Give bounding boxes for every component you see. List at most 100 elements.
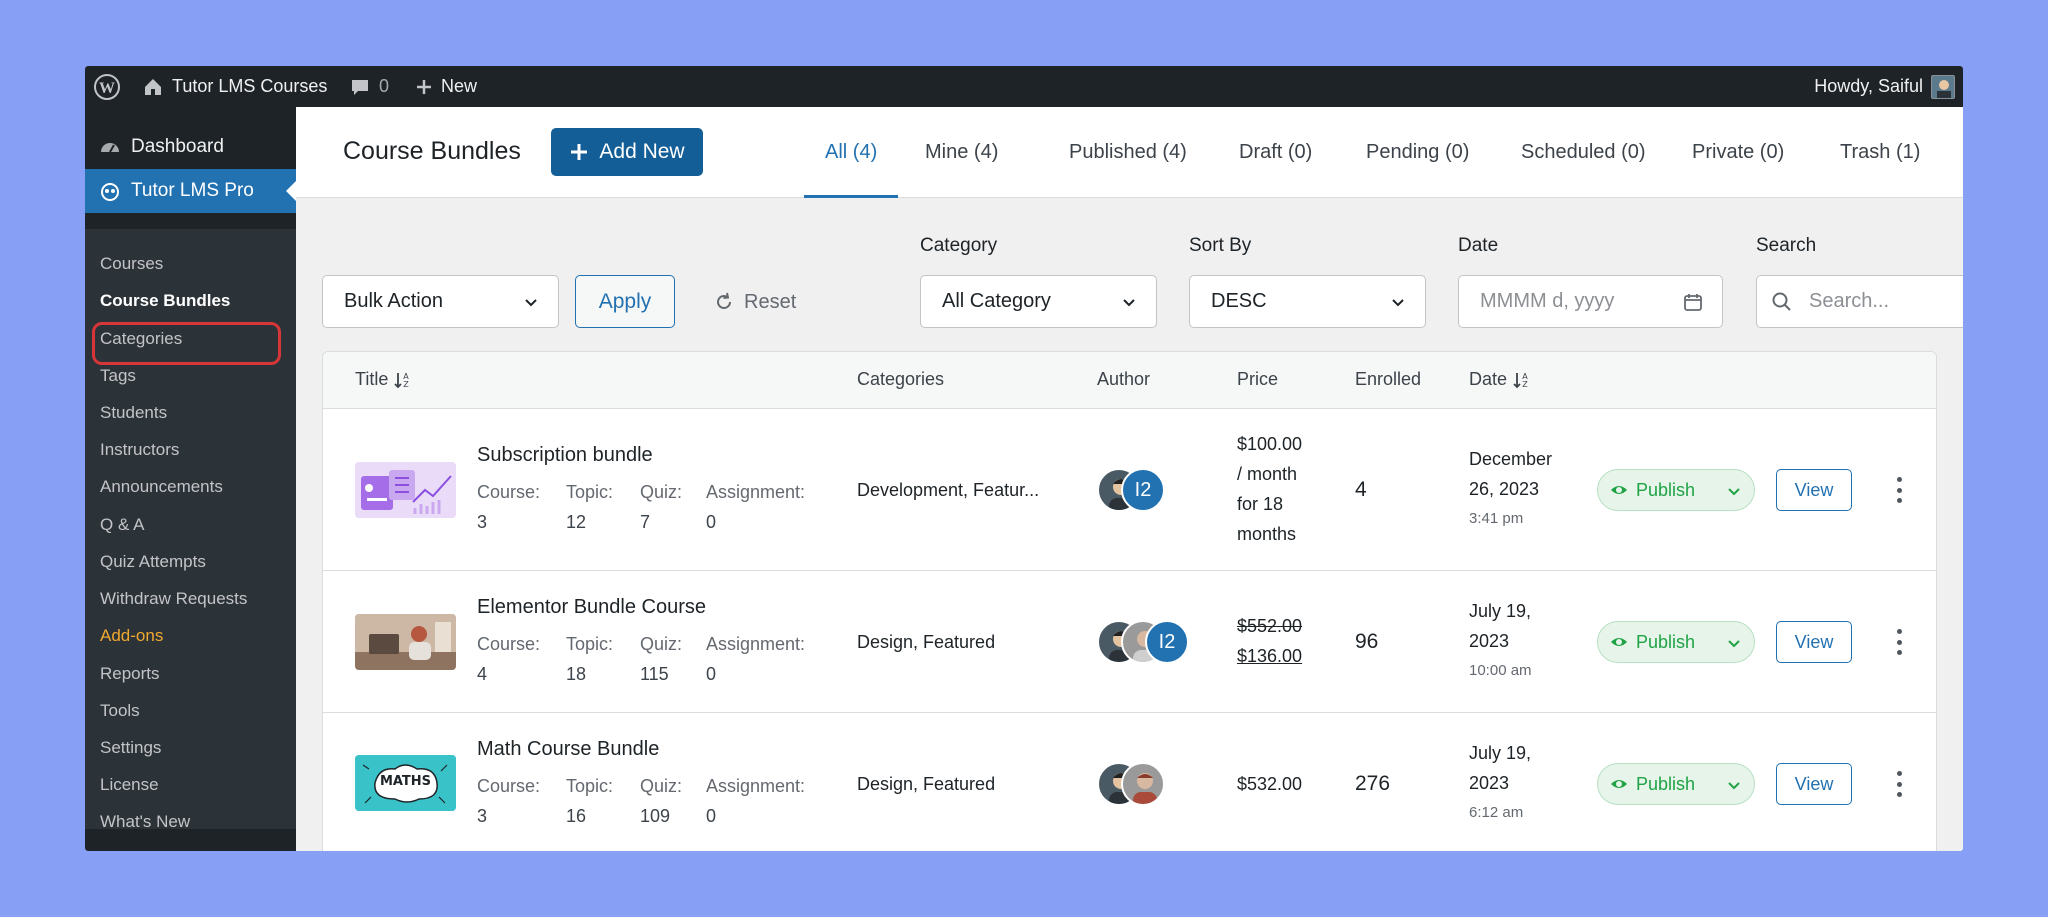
bundle-thumbnail[interactable] bbox=[355, 614, 456, 670]
category-select[interactable]: All Category bbox=[920, 275, 1157, 328]
search-input[interactable]: Search... bbox=[1756, 275, 1963, 328]
new-content-link[interactable]: New bbox=[415, 66, 477, 107]
apply-button[interactable]: Apply bbox=[575, 275, 675, 328]
more-options-icon[interactable] bbox=[1893, 629, 1905, 655]
status-label: Publish bbox=[1636, 479, 1696, 500]
topic-count: 18 bbox=[566, 664, 587, 684]
submenu-quiz-attempts[interactable]: Quiz Attempts bbox=[100, 552, 206, 571]
assignment-label: Assignment: bbox=[706, 776, 806, 796]
add-new-button[interactable]: Add New bbox=[551, 128, 703, 176]
assignment-label: Assignment: bbox=[706, 634, 806, 654]
date-line: 2023 bbox=[1469, 773, 1510, 793]
sort-icon: AZ bbox=[1513, 372, 1528, 389]
tab-draft-label: Draft (0) bbox=[1239, 141, 1313, 163]
submenu-tools[interactable]: Tools bbox=[100, 701, 140, 720]
calendar-icon[interactable] bbox=[1682, 291, 1704, 313]
submenu-courses[interactable]: Courses bbox=[100, 254, 164, 273]
view-button[interactable]: View bbox=[1776, 763, 1852, 805]
chevron-down-icon bbox=[1728, 488, 1740, 496]
submenu-students[interactable]: Students bbox=[100, 403, 168, 422]
status-dropdown[interactable]: Publish bbox=[1597, 763, 1755, 805]
tab-mine-label: Mine (4) bbox=[925, 141, 999, 163]
user-avatar bbox=[1931, 74, 1955, 99]
bundle-thumbnail[interactable] bbox=[355, 462, 456, 518]
search-placeholder: Search... bbox=[1809, 290, 1890, 312]
comments-link[interactable]: 0 bbox=[349, 66, 389, 107]
submenu-qa[interactable]: Q & A bbox=[100, 515, 145, 534]
reset-button[interactable]: Reset bbox=[714, 282, 796, 322]
category-value: All Category bbox=[942, 290, 1051, 312]
chevron-down-icon bbox=[1392, 299, 1404, 307]
status-dropdown[interactable]: Publish bbox=[1597, 621, 1755, 663]
tab-all[interactable]: All (4) bbox=[804, 107, 899, 198]
bulk-action-value: Bulk Action bbox=[344, 290, 443, 312]
submenu-course-bundles[interactable]: Course Bundles bbox=[100, 291, 231, 310]
sort-by-select[interactable]: DESC bbox=[1189, 275, 1426, 328]
submenu-tags[interactable]: Tags bbox=[100, 366, 136, 385]
tab-scheduled[interactable]: Scheduled (0) bbox=[1521, 107, 1646, 198]
price-line: months bbox=[1237, 524, 1297, 544]
submenu-license[interactable]: License bbox=[100, 775, 159, 794]
tab-draft[interactable]: Draft (0) bbox=[1239, 107, 1312, 198]
more-options-icon[interactable] bbox=[1893, 771, 1905, 797]
bundle-title[interactable]: Subscription bundle bbox=[477, 444, 653, 466]
chevron-down-icon bbox=[1728, 640, 1740, 648]
site-name-link[interactable]: Tutor LMS Courses bbox=[142, 66, 327, 107]
course-label: Course: bbox=[477, 776, 541, 796]
tab-mine[interactable]: Mine (4) bbox=[925, 107, 998, 198]
sort-by-label: Sort By bbox=[1189, 235, 1252, 256]
topic-label: Topic: bbox=[566, 634, 614, 654]
date-input[interactable]: MMMM d, yyyy bbox=[1458, 275, 1723, 328]
price-line: $100.00 bbox=[1237, 434, 1303, 454]
sidebar-item-dashboard[interactable]: Dashboard bbox=[85, 125, 296, 169]
tab-published[interactable]: Published (4) bbox=[1069, 107, 1187, 198]
time-text: 6:12 am bbox=[1469, 804, 1524, 821]
column-author: Author bbox=[1097, 369, 1151, 389]
add-new-label: Add New bbox=[599, 140, 685, 163]
eye-icon bbox=[1611, 780, 1627, 788]
tab-pending[interactable]: Pending (0) bbox=[1366, 107, 1469, 198]
enrolled-count: 4 bbox=[1355, 478, 1367, 501]
column-title-label: Title bbox=[355, 369, 389, 389]
submenu-withdraw-requests[interactable]: Withdraw Requests bbox=[100, 589, 248, 608]
wordpress-logo-icon[interactable]: W bbox=[93, 66, 121, 107]
submenu-reports[interactable]: Reports bbox=[100, 664, 160, 683]
view-button[interactable]: View bbox=[1776, 621, 1852, 663]
sale-price: $136.00 bbox=[1237, 646, 1303, 666]
submenu-categories[interactable]: Categories bbox=[100, 329, 183, 348]
quiz-count: 115 bbox=[640, 664, 669, 684]
author-avatars: I2 bbox=[1097, 620, 1189, 664]
submenu-instructors[interactable]: Instructors bbox=[100, 440, 180, 459]
author-count-badge: I2 bbox=[1145, 620, 1189, 664]
date-line: 26, 2023 bbox=[1469, 479, 1540, 499]
refresh-icon bbox=[717, 292, 731, 309]
tab-private[interactable]: Private (0) bbox=[1692, 107, 1784, 198]
status-dropdown[interactable]: Publish bbox=[1597, 469, 1755, 511]
table-row: Elementor Bundle Course Course: 4 Topic:… bbox=[323, 571, 1936, 713]
browser-window: W Tutor LMS Courses 0 New Howdy, Saiful … bbox=[85, 66, 1963, 851]
bundle-thumbnail[interactable]: MATHS bbox=[355, 755, 456, 811]
column-enrolled: Enrolled bbox=[1355, 369, 1422, 389]
submenu-settings[interactable]: Settings bbox=[100, 738, 162, 757]
tutor-owl-icon bbox=[101, 183, 119, 201]
submenu-announcements[interactable]: Announcements bbox=[100, 477, 223, 496]
price-line: for 18 bbox=[1237, 494, 1284, 514]
tab-trash[interactable]: Trash (1) bbox=[1840, 107, 1920, 198]
tab-pending-label: Pending (0) bbox=[1366, 141, 1470, 163]
bulk-action-select[interactable]: Bulk Action bbox=[322, 275, 559, 328]
view-button[interactable]: View bbox=[1776, 469, 1852, 511]
tab-trash-label: Trash (1) bbox=[1840, 141, 1921, 163]
bundle-title[interactable]: Math Course Bundle bbox=[477, 738, 660, 760]
account-menu[interactable]: Howdy, Saiful bbox=[1814, 66, 1955, 107]
sort-icon: AZ bbox=[394, 372, 410, 389]
author-count-badge: I2 bbox=[1121, 468, 1165, 512]
assignment-label: Assignment: bbox=[706, 482, 806, 502]
bundle-title[interactable]: Elementor Bundle Course bbox=[477, 596, 707, 618]
quiz-count: 109 bbox=[640, 806, 671, 826]
sidebar-item-tutor-lms-pro[interactable]: Tutor LMS Pro bbox=[85, 169, 296, 213]
more-options-icon[interactable] bbox=[1893, 477, 1905, 503]
submenu-whats-new[interactable]: What's New bbox=[100, 812, 191, 831]
submenu-add-ons[interactable]: Add-ons bbox=[100, 626, 164, 645]
